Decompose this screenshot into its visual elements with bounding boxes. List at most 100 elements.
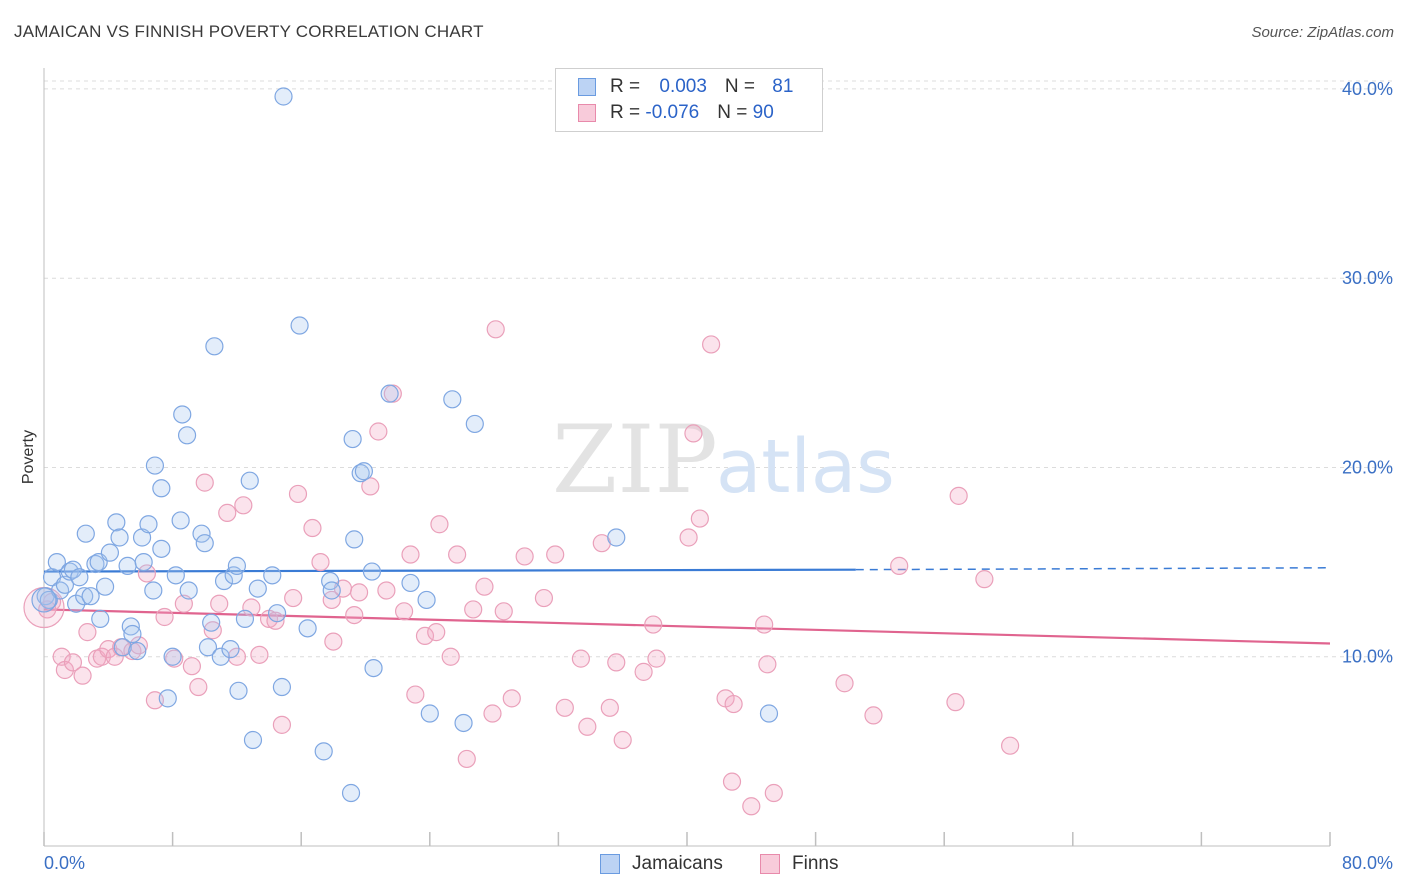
jamaicans-point bbox=[224, 566, 243, 585]
jamaicans-point bbox=[158, 689, 177, 708]
jamaicans-point bbox=[227, 556, 246, 575]
legend-swatch-jamaicans bbox=[578, 78, 596, 96]
legend-swatch-finns bbox=[578, 104, 596, 122]
finns-point bbox=[864, 706, 883, 725]
finns-point bbox=[502, 689, 521, 708]
jamaicans-point bbox=[76, 524, 95, 543]
finns-point bbox=[195, 473, 214, 492]
jamaicans-point bbox=[81, 587, 100, 606]
finns-point bbox=[73, 666, 92, 685]
finns-point bbox=[288, 484, 308, 504]
jamaicans-point bbox=[70, 568, 89, 587]
legend-r-value: -0.076 bbox=[645, 102, 700, 123]
finns-point bbox=[430, 515, 449, 534]
bottom-legend-finns: Finns bbox=[760, 852, 838, 876]
jamaicans-point bbox=[341, 783, 361, 803]
jamaicans-point bbox=[166, 566, 185, 585]
finns-point bbox=[234, 496, 253, 515]
finns-point bbox=[63, 653, 83, 672]
jamaicans-point bbox=[417, 590, 436, 610]
finns-point bbox=[835, 674, 854, 693]
legend-row-jamaicans: R = 0.003 N = 81 bbox=[578, 75, 793, 99]
jamaicans-point bbox=[205, 337, 224, 356]
finns-point bbox=[401, 545, 420, 564]
finns-point bbox=[486, 320, 505, 339]
finns-point bbox=[555, 698, 574, 717]
jamaicans-point bbox=[123, 624, 142, 644]
bottom-legend-jamaicans: Jamaicans bbox=[600, 852, 723, 876]
finns-point bbox=[613, 730, 632, 750]
finns-point bbox=[534, 588, 554, 608]
finns-point bbox=[949, 486, 968, 505]
bottom-legend-swatch-jamaicans bbox=[600, 854, 620, 874]
jamaicans-point bbox=[354, 462, 373, 481]
jamaicans-point bbox=[401, 573, 420, 593]
finns-point bbox=[702, 335, 721, 354]
jamaicans-point bbox=[345, 530, 364, 549]
finns-point bbox=[250, 645, 269, 664]
watermark-atlas: atlas bbox=[716, 424, 895, 510]
finns-point bbox=[210, 594, 229, 613]
finns-point bbox=[724, 694, 743, 714]
finns-point bbox=[758, 655, 777, 674]
finns-point bbox=[311, 552, 330, 572]
jamaicans-point bbox=[91, 609, 110, 628]
finns-point bbox=[607, 653, 626, 672]
jamaicans-point bbox=[202, 613, 221, 632]
jamaicans-trend-line bbox=[43, 568, 856, 573]
finns-point bbox=[349, 583, 369, 602]
finns-point bbox=[515, 547, 534, 566]
chart-source: Source: ZipAtlas.com bbox=[1251, 24, 1394, 41]
finns-point bbox=[137, 564, 156, 583]
axes bbox=[43, 68, 1331, 847]
finns-point bbox=[242, 598, 261, 617]
jamaicans-point bbox=[465, 414, 484, 434]
jamaicans-point bbox=[759, 704, 779, 723]
x-tick-label: 0.0% bbox=[44, 853, 85, 873]
finns-point bbox=[155, 607, 174, 627]
jamaicans-point bbox=[267, 604, 287, 623]
finns-point bbox=[634, 662, 653, 681]
finns-point bbox=[578, 717, 597, 736]
jamaicans-point bbox=[113, 638, 132, 657]
chart-title: JAMAICAN VS FINNISH POVERTY CORRELATION … bbox=[14, 22, 484, 41]
finns-point bbox=[647, 649, 666, 668]
finns-point bbox=[324, 632, 343, 651]
jamaicans-point bbox=[100, 543, 120, 562]
finns-point bbox=[571, 649, 591, 668]
finns-point bbox=[755, 615, 774, 634]
jamaicans-point bbox=[47, 552, 66, 572]
bottom-legend-label-finns: Finns bbox=[792, 853, 839, 874]
legend-n-label: N = bbox=[717, 102, 753, 123]
jamaicans-point bbox=[343, 429, 362, 449]
finns-point bbox=[92, 647, 111, 666]
finns-point bbox=[415, 626, 435, 646]
finns-point bbox=[361, 477, 380, 496]
jamaicans-point bbox=[221, 640, 240, 659]
jamaicans-point bbox=[139, 515, 158, 534]
jamaicans-point bbox=[128, 641, 147, 661]
finns-point bbox=[272, 715, 292, 734]
jamaicans-point bbox=[121, 617, 140, 636]
finns-point bbox=[690, 509, 709, 528]
jamaicans-point bbox=[454, 713, 473, 733]
finns-point bbox=[369, 422, 388, 441]
finns-point bbox=[322, 590, 341, 610]
jamaicans-point bbox=[63, 560, 83, 579]
finns-point bbox=[546, 545, 565, 564]
jamaicans-point bbox=[214, 571, 234, 591]
trend-lines bbox=[43, 567, 1331, 645]
finns-point bbox=[189, 677, 208, 697]
y-tick-label: 30.0% bbox=[1342, 268, 1393, 288]
jamaicans-point bbox=[263, 566, 282, 585]
finns-point bbox=[182, 657, 201, 676]
finns-point bbox=[722, 772, 742, 791]
jamaicans-point bbox=[274, 87, 293, 106]
jamaicans-trend-extension bbox=[855, 567, 1331, 571]
finns-trend-line bbox=[43, 608, 1331, 645]
finns-point bbox=[448, 545, 467, 564]
finns-point bbox=[684, 424, 703, 443]
jamaicans-point bbox=[31, 587, 57, 613]
jamaicans-point bbox=[322, 581, 341, 600]
jamaicans-point bbox=[364, 658, 383, 678]
